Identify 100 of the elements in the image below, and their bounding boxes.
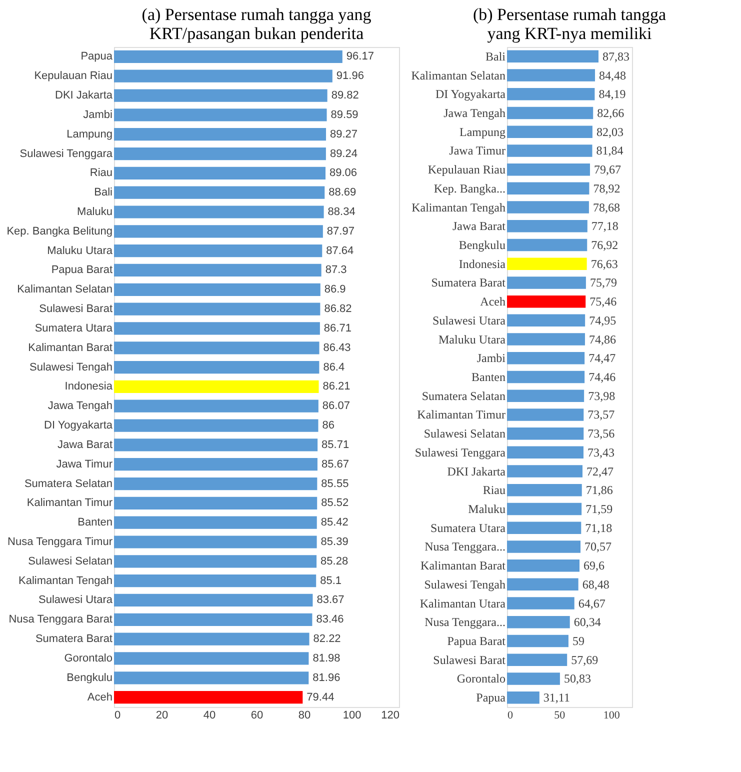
data-label: 86.43 [323, 342, 351, 354]
x-tick-label: 120 [381, 710, 400, 722]
bar [507, 220, 588, 232]
y-tick-label: Sulawesi Tengah [30, 361, 112, 374]
bar [114, 147, 326, 160]
y-tick-label: Kalimantan Timur [26, 497, 113, 510]
data-label: 89.06 [330, 167, 358, 180]
y-tick-label: Sulawesi Selatan [424, 426, 506, 441]
data-label: 73,56 [588, 426, 615, 441]
y-tick-label: Kalimantan Utara [420, 596, 506, 610]
data-label: 71,18 [585, 520, 612, 535]
y-tick-label: Jambi [476, 351, 506, 366]
bar [507, 352, 585, 364]
data-label: 79.44 [306, 691, 334, 704]
bar [507, 69, 595, 82]
bar [114, 672, 309, 684]
x-tick-label: 100 [342, 710, 362, 722]
bar [114, 555, 317, 568]
y-tick-label: DI Yogyakarta [436, 87, 506, 102]
data-label: 74,86 [588, 332, 616, 346]
data-label: 85.28 [320, 555, 348, 568]
bar [507, 314, 586, 327]
bar [507, 654, 568, 666]
y-tick-label: Papua Barat [51, 264, 112, 276]
data-label: 85.55 [321, 478, 349, 490]
data-label: 85.52 [321, 497, 349, 510]
y-tick-label: Gorontalo [456, 672, 506, 686]
bar [114, 536, 317, 548]
bar [114, 496, 318, 510]
y-tick-label: Jawa Timur [56, 458, 113, 470]
y-tick-label: Indonesia [458, 256, 506, 271]
y-tick-label: Kalimantan Barat [28, 342, 112, 354]
data-label: 85.1 [320, 574, 342, 587]
bar [114, 244, 322, 258]
data-label: 81,84 [596, 144, 624, 158]
bar [507, 126, 592, 138]
y-tick-label: Papua [80, 50, 114, 63]
bar [507, 502, 582, 516]
y-tick-label: Aceh [87, 691, 112, 704]
data-label: 70,57 [584, 540, 612, 554]
y-tick-label: Kep. Bangka Belitung [6, 225, 112, 238]
bar [507, 559, 580, 572]
bar [114, 458, 318, 471]
data-label: 68,48 [582, 577, 610, 592]
y-tick-label: Bali [486, 49, 506, 64]
bar [507, 163, 590, 176]
y-tick-label: Kep. Bangka... [434, 181, 506, 196]
data-label: 74,47 [588, 351, 616, 366]
y-tick-label: Sulawesi Barat [39, 303, 112, 316]
y-tick-label: Nusa Tenggara... [424, 540, 506, 554]
bar [114, 574, 316, 588]
y-tick-label: Bengkulu [458, 238, 506, 252]
x-tick-label: 60 [250, 710, 264, 722]
data-label: 71,59 [586, 502, 613, 516]
x-tick-label: 80 [298, 710, 311, 722]
bar [114, 186, 325, 199]
y-tick-label: Sumatera Utara [34, 322, 114, 334]
y-tick-label: Kepulauan Riau [428, 162, 506, 177]
y-tick-label: Jambi [83, 108, 112, 121]
data-label: 77,18 [591, 219, 618, 234]
data-label: 31,11 [543, 690, 570, 705]
bar [114, 360, 320, 374]
bar [114, 690, 303, 704]
y-tick-label: Jawa Barat [452, 219, 506, 234]
y-tick-label: Kalimantan Tengah [412, 200, 506, 214]
data-label: 82.22 [313, 633, 341, 646]
data-label: 73,43 [587, 445, 614, 460]
bar [114, 283, 320, 296]
bar [114, 613, 312, 626]
bar [507, 446, 584, 459]
bar [507, 258, 587, 270]
data-label: 74,46 [588, 370, 616, 384]
data-label: 88.69 [328, 186, 356, 199]
y-tick-label: Sulawesi Tengah [424, 577, 506, 592]
data-label: 64,67 [578, 596, 606, 610]
data-label: 86.71 [324, 322, 352, 334]
bar [507, 408, 584, 421]
data-label: 57,69 [571, 652, 598, 667]
data-label: 86.21 [322, 380, 350, 393]
bar [507, 522, 582, 534]
data-label: 86.4 [323, 361, 345, 374]
bar [507, 672, 560, 685]
data-label: 78,92 [593, 181, 620, 196]
data-label: 82,03 [596, 124, 624, 139]
data-label: 84,19 [598, 87, 626, 102]
bar [507, 50, 598, 63]
bar [114, 89, 328, 102]
y-tick-label: Maluku [468, 502, 506, 516]
bar [507, 390, 584, 402]
data-label: 72,47 [586, 464, 614, 478]
chart-title: (a) Persentase rumah tangga yang KRT/pasangan bukan penderita [142, 5, 372, 43]
bar [507, 201, 589, 214]
data-label: 74,95 [589, 313, 616, 328]
y-tick-label: Maluku [77, 206, 112, 218]
data-label: 50,83 [564, 672, 591, 686]
y-tick-label: DI Yogyakarta [44, 420, 114, 432]
data-label: 86.82 [324, 303, 352, 316]
y-tick-label: Jawa Tengah [48, 400, 112, 412]
data-label: 86 [322, 420, 334, 432]
y-tick-label: Kalimantan Tengah [18, 574, 112, 587]
